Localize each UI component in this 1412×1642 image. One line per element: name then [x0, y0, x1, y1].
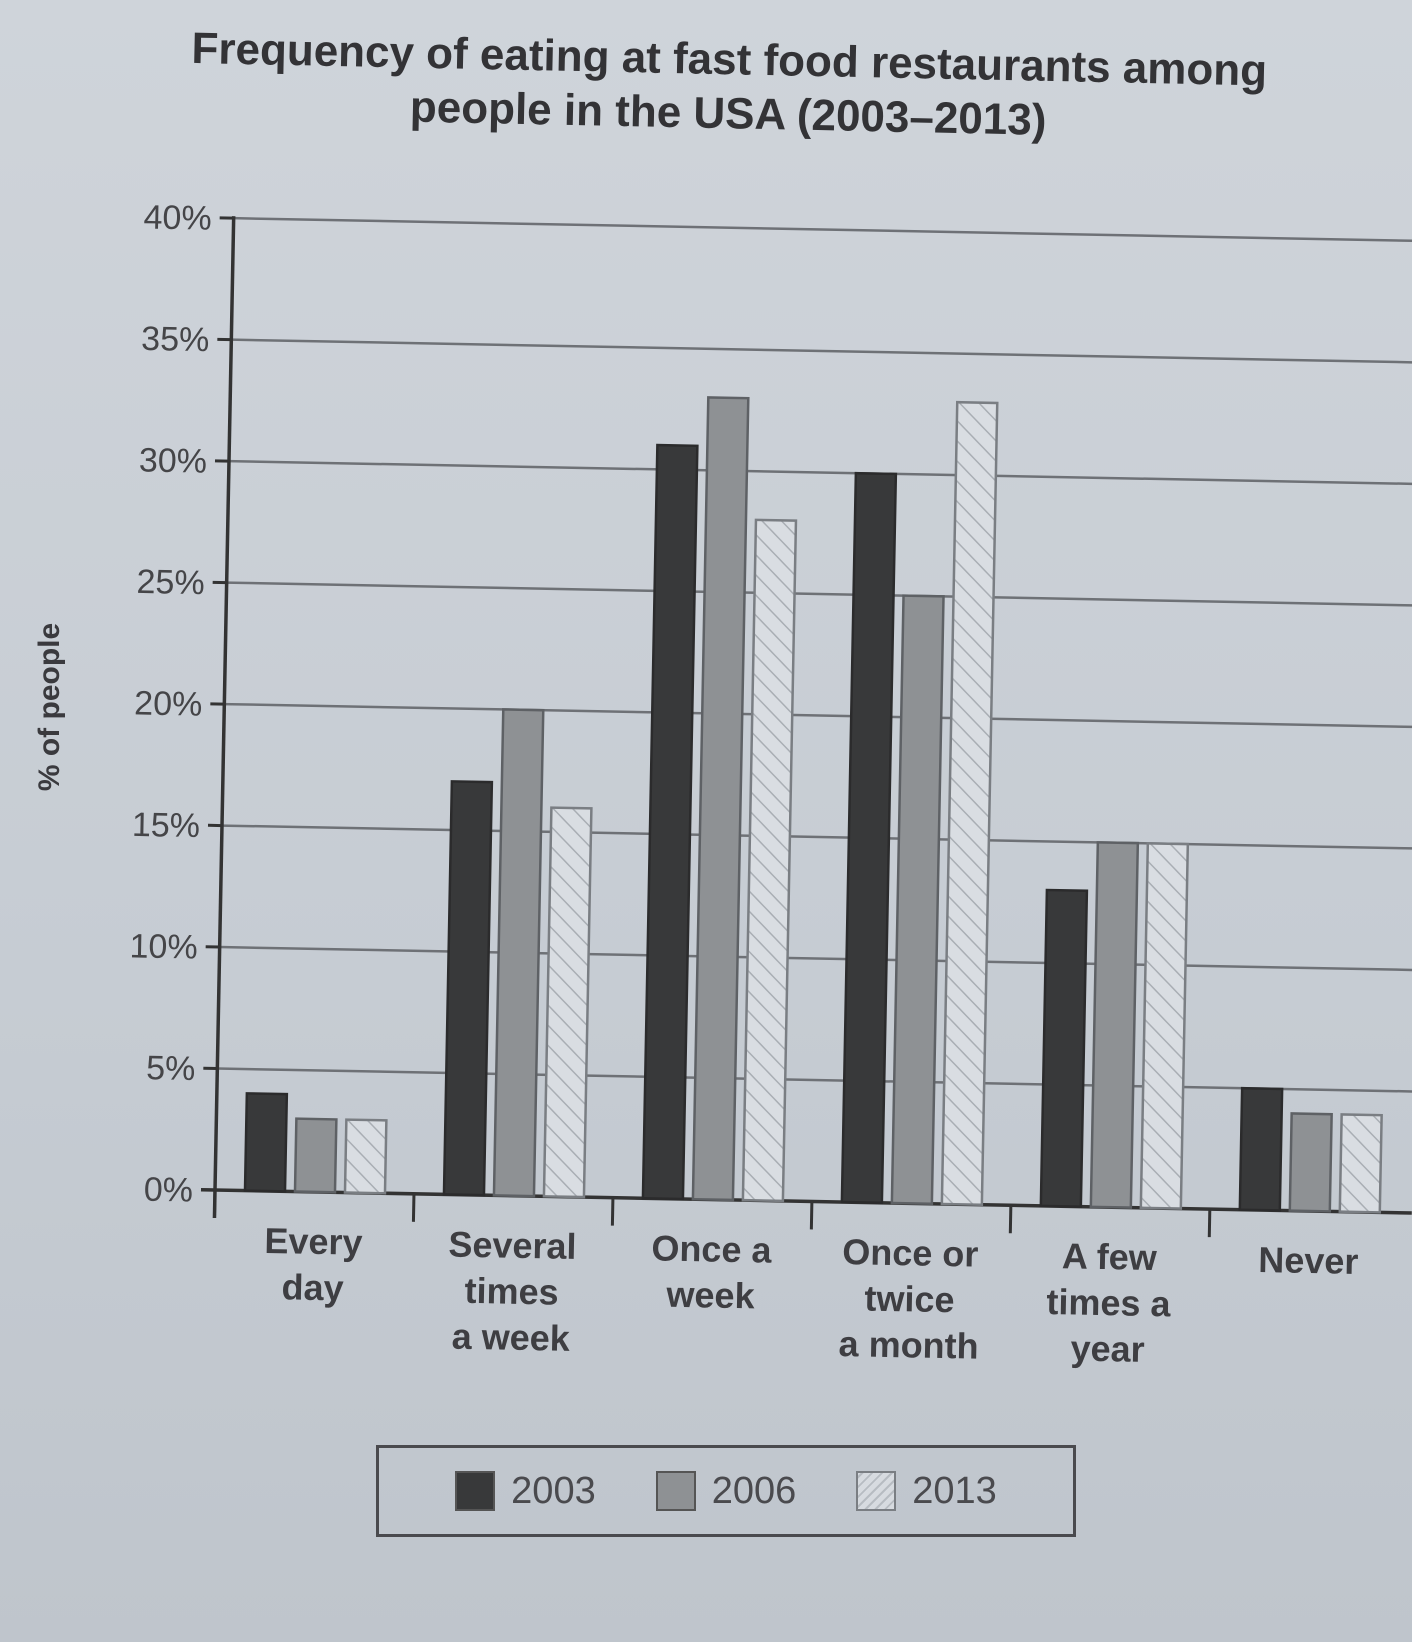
bar-2003-2: [641, 443, 699, 1201]
y-tick-label: 20%: [134, 684, 203, 723]
y-tick-label: 40%: [143, 198, 212, 237]
x-category-label: day: [281, 1266, 344, 1308]
legend-label-2006: 2006: [711, 1469, 797, 1512]
gridline: [231, 338, 1412, 364]
bar-2003-5: [1238, 1086, 1284, 1212]
legend-item-2006: 2006: [655, 1469, 797, 1513]
x-category-label: Several: [448, 1223, 577, 1266]
x-category-label: a month: [838, 1323, 979, 1367]
gridline: [219, 945, 1412, 972]
x-category-label: a week: [451, 1316, 571, 1359]
bar-2013-5: [1338, 1113, 1383, 1214]
legend-swatch-2013: [856, 1471, 897, 1511]
bar-2013-2: [741, 518, 798, 1203]
bar-2013-0: [343, 1118, 388, 1195]
gridline: [226, 581, 1412, 607]
x-category-label: Every: [264, 1220, 363, 1263]
bar-2013-3: [940, 400, 999, 1206]
y-axis-line: [212, 216, 236, 1219]
gridline: [224, 702, 1412, 729]
x-tick: [1207, 1209, 1212, 1238]
x-tick: [809, 1201, 814, 1230]
x-category-label: Never: [1258, 1239, 1359, 1282]
x-category-label: times a: [1046, 1281, 1172, 1324]
x-tick: [1008, 1205, 1013, 1234]
x-tick: [610, 1197, 615, 1226]
chart-legend: 2003 2006 2013: [376, 1445, 1076, 1537]
bar-2006-3: [890, 594, 945, 1206]
bar-2006-1: [492, 708, 545, 1198]
bar-2003-1: [442, 780, 494, 1197]
x-category-label: week: [665, 1274, 756, 1317]
bar-2006-5: [1288, 1112, 1333, 1213]
bar-2006-2: [691, 396, 750, 1202]
bar-2013-4: [1139, 842, 1190, 1210]
x-category-label: times: [464, 1270, 559, 1313]
bar-2003-4: [1039, 888, 1089, 1208]
legend-label-2013: 2013: [912, 1469, 997, 1512]
bar-2003-3: [840, 471, 898, 1205]
gridline: [228, 459, 1412, 486]
y-tick-label: 10%: [129, 927, 198, 966]
bar-2013-1: [542, 806, 593, 1199]
legend-item-2013: 2013: [856, 1470, 997, 1513]
y-tick-label: 0%: [143, 1171, 193, 1210]
legend-item-2003: 2003: [455, 1470, 596, 1513]
bar-2006-4: [1089, 841, 1140, 1209]
y-tick-label: 35%: [141, 320, 210, 359]
x-tick: [411, 1193, 416, 1222]
legend-label-2003: 2003: [511, 1469, 596, 1512]
x-category-label: Once a: [651, 1227, 773, 1270]
x-tick: [212, 1189, 217, 1219]
y-tick-label: 25%: [136, 563, 205, 602]
gridline: [217, 1067, 1412, 1093]
x-category-label: year: [1070, 1327, 1145, 1369]
x-category-label: twice: [864, 1277, 955, 1320]
y-tick-label: 5%: [146, 1049, 196, 1088]
x-category-label: A few: [1062, 1235, 1158, 1278]
bar-2006-0: [293, 1117, 338, 1194]
gridline: [221, 824, 1412, 850]
x-category-label: Once or: [842, 1231, 979, 1275]
bar-2003-0: [243, 1092, 289, 1193]
y-tick-label: 15%: [132, 806, 201, 845]
legend-swatch-2006: [655, 1471, 696, 1511]
y-tick-label: 30%: [139, 441, 208, 480]
gridline: [233, 216, 1412, 243]
legend-swatch-2003: [455, 1471, 496, 1511]
